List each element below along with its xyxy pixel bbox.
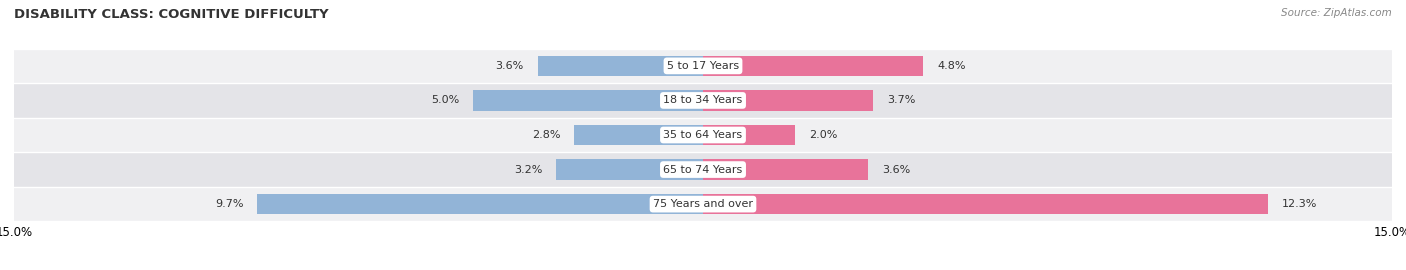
Bar: [555, 159, 703, 180]
Text: 75 Years and over: 75 Years and over: [652, 199, 754, 209]
Text: 9.7%: 9.7%: [215, 199, 243, 209]
Text: 3.2%: 3.2%: [513, 164, 543, 175]
Text: 12.3%: 12.3%: [1282, 199, 1317, 209]
Text: 2.8%: 2.8%: [531, 130, 561, 140]
Text: 18 to 34 Years: 18 to 34 Years: [664, 95, 742, 106]
Text: 5.0%: 5.0%: [432, 95, 460, 106]
Bar: [575, 125, 703, 145]
Text: 4.8%: 4.8%: [938, 61, 966, 71]
Bar: [474, 90, 703, 111]
Bar: [14, 187, 1392, 221]
Bar: [703, 125, 794, 145]
Bar: [537, 56, 703, 76]
Bar: [703, 194, 1268, 214]
Bar: [703, 159, 869, 180]
Bar: [14, 83, 1392, 118]
Text: DISABILITY CLASS: COGNITIVE DIFFICULTY: DISABILITY CLASS: COGNITIVE DIFFICULTY: [14, 8, 329, 21]
Bar: [257, 194, 703, 214]
Text: 3.6%: 3.6%: [496, 61, 524, 71]
Text: 35 to 64 Years: 35 to 64 Years: [664, 130, 742, 140]
Text: Source: ZipAtlas.com: Source: ZipAtlas.com: [1281, 8, 1392, 18]
Bar: [14, 118, 1392, 152]
Text: 3.6%: 3.6%: [882, 164, 910, 175]
Text: 65 to 74 Years: 65 to 74 Years: [664, 164, 742, 175]
Text: 3.7%: 3.7%: [887, 95, 915, 106]
Bar: [703, 90, 873, 111]
Bar: [14, 49, 1392, 83]
Bar: [703, 56, 924, 76]
Text: 2.0%: 2.0%: [808, 130, 837, 140]
Bar: [14, 152, 1392, 187]
Text: 5 to 17 Years: 5 to 17 Years: [666, 61, 740, 71]
